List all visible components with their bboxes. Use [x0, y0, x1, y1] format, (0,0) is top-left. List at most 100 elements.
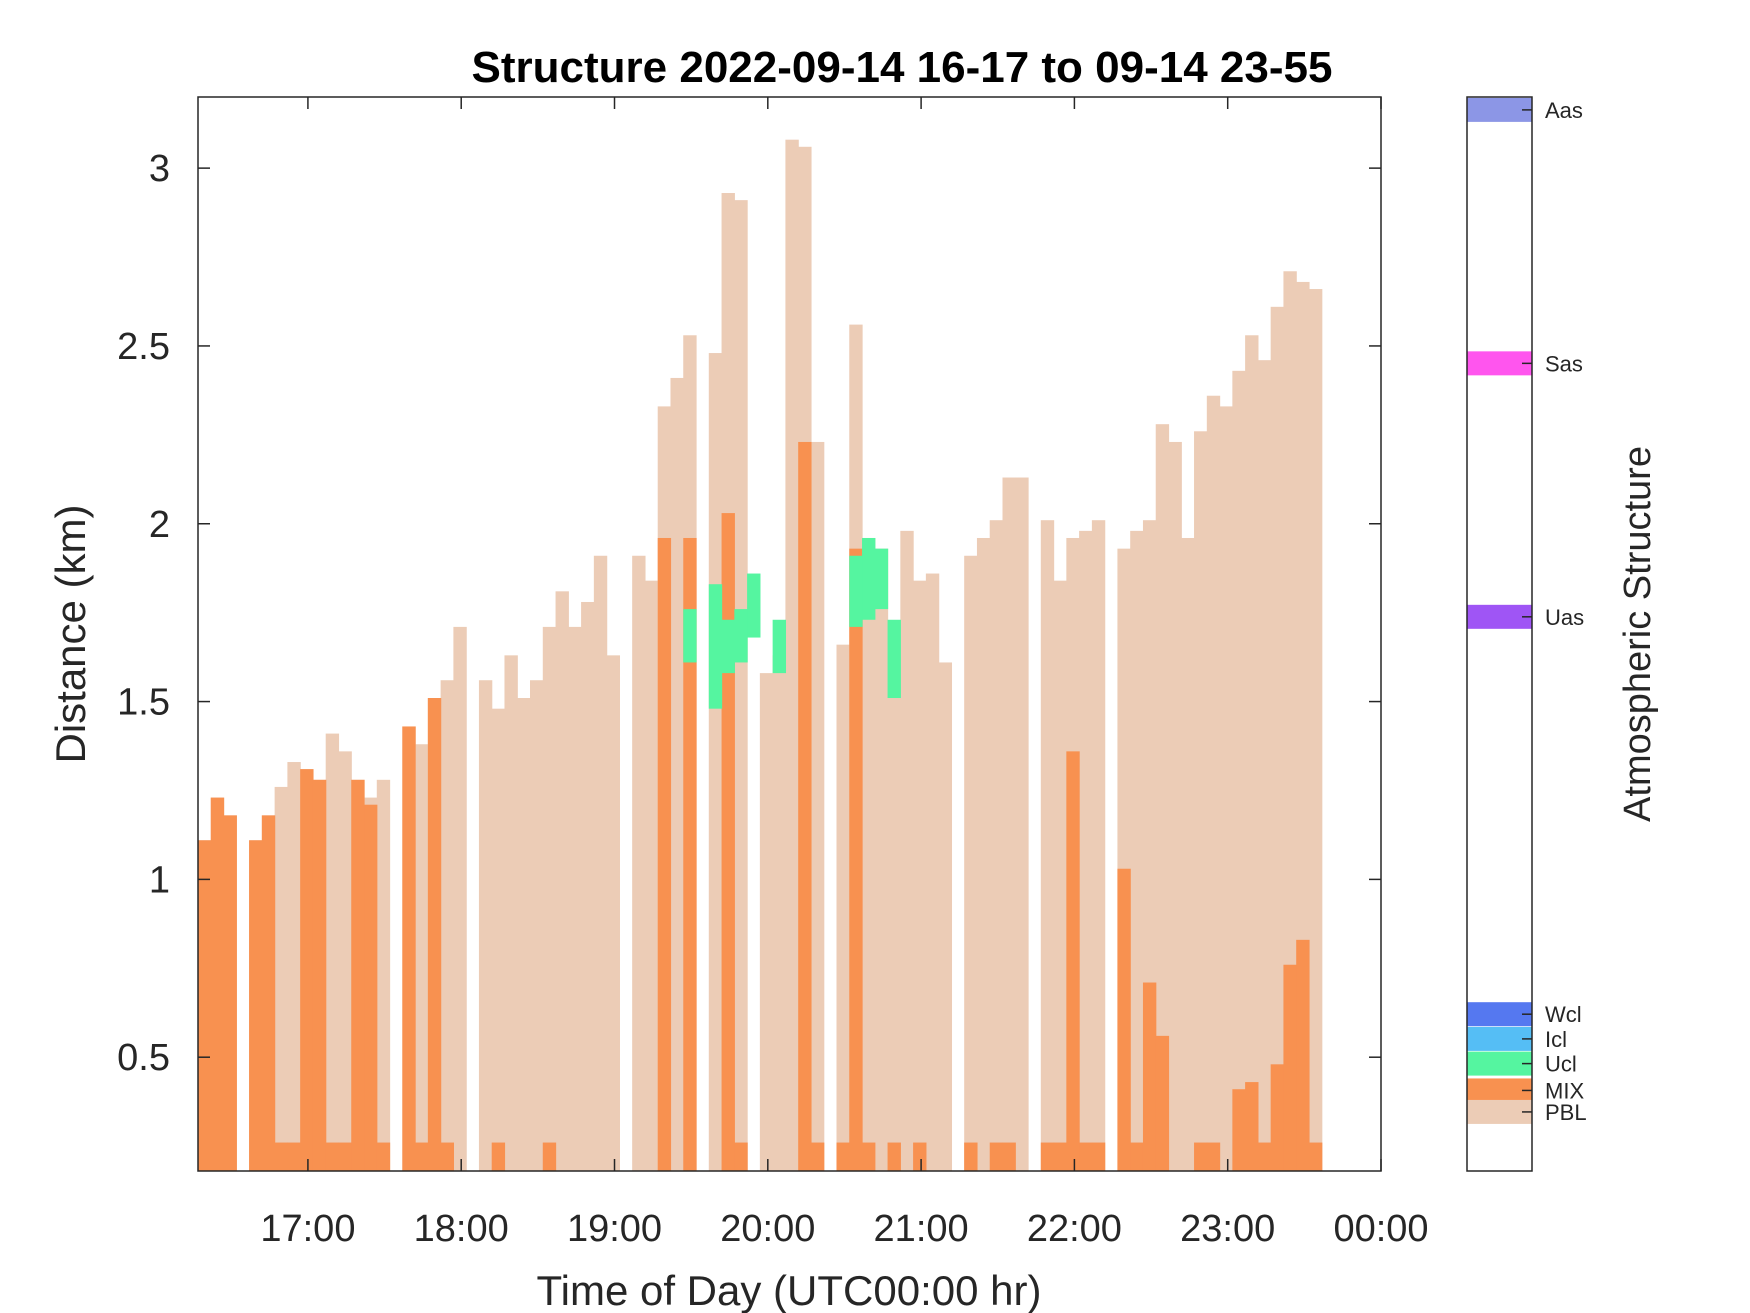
ucl-segment [772, 619, 787, 674]
y-tick-label: 2.5 [117, 326, 170, 368]
pbl-bar [593, 555, 608, 1171]
colorbar-band-aas [1467, 97, 1532, 122]
x-tick-label: 22:00 [1027, 1208, 1122, 1250]
mix-bar [1066, 751, 1080, 1171]
chart-title: Structure 2022-09-14 16-17 to 09-14 23-5… [472, 43, 1333, 92]
x-tick-label: 21:00 [874, 1208, 969, 1250]
colorbar-label-wcl: Wcl [1545, 1002, 1582, 1027]
pbl-bar [440, 680, 454, 1171]
mix-bar [721, 513, 735, 1171]
mix-bar [1232, 1089, 1246, 1171]
colorbar-band-ucl [1467, 1051, 1532, 1076]
pbl-bar [478, 680, 493, 1171]
mix-bar [325, 1142, 340, 1171]
pbl-bar [938, 662, 953, 1171]
pbl-bar [1155, 424, 1170, 1171]
pbl-bar [1130, 530, 1144, 1171]
mix-bar [964, 1142, 978, 1171]
pbl-bar [581, 601, 595, 1171]
pbl-bar [517, 698, 531, 1171]
pbl-bar [810, 441, 825, 1172]
colorbar-label-aas: Aas [1545, 98, 1583, 123]
mix-bar [1283, 964, 1297, 1171]
colorbar-label-ucl: Ucl [1545, 1052, 1577, 1077]
mix-bar [989, 1142, 1004, 1171]
mix-bar [836, 1142, 850, 1171]
pbl-bar [1245, 335, 1259, 1171]
mix-bar [542, 1142, 557, 1171]
mix-bar [376, 1142, 391, 1171]
colorbar-label-mix: MIX [1545, 1078, 1584, 1103]
pbl-bar [1219, 406, 1233, 1171]
pbl-bar [415, 744, 429, 1171]
mix-bar [849, 548, 863, 1171]
mix-bar [1142, 982, 1157, 1171]
pbl-bar [274, 786, 288, 1171]
colorbar-frame [1466, 96, 1533, 1172]
mix-bar [312, 779, 327, 1171]
x-axis-label: Time of Day (UTC00:00 hr) [537, 1267, 1042, 1313]
ticks-layer: 17:00 18:00 19:00 20:00 21:00 22:00 23:00 00:00… [117, 97, 1429, 1250]
pbl-bar [1308, 289, 1323, 1171]
x-tick-label: 18:00 [414, 1208, 509, 1250]
mix-bar [683, 537, 697, 1171]
pbl-bar [670, 377, 684, 1171]
ucl-segment [849, 555, 863, 627]
ucl-segment [887, 619, 901, 699]
x-tick-label: 17:00 [260, 1208, 355, 1250]
pbl-bar [1002, 477, 1016, 1171]
pbl-bar [925, 573, 940, 1171]
pbl-bar [555, 591, 569, 1171]
y-axis-label: Distance (km) [47, 504, 94, 763]
mix-bar [223, 815, 237, 1171]
mix-bar [1206, 1142, 1221, 1171]
pbl-bar [542, 626, 557, 1171]
mix-bar [1040, 1142, 1055, 1171]
mix-bar [887, 1142, 901, 1171]
ucl-segment [862, 537, 876, 620]
mix-bar [810, 1142, 825, 1171]
colorbar-band-sas [1467, 351, 1532, 376]
ucl-segment [747, 573, 761, 638]
pbl-bar [900, 530, 914, 1171]
pbl-bar [989, 520, 1004, 1171]
pbl-bar [1181, 537, 1195, 1171]
pbl-bar [1232, 370, 1246, 1172]
pbl-bar [734, 200, 748, 1171]
x-tick-label: 23:00 [1180, 1208, 1275, 1250]
pbl-bar [772, 655, 787, 1171]
ucl-segment [721, 619, 735, 674]
pbl-bar [376, 779, 391, 1171]
colorbar-label-sas: Sas [1545, 351, 1583, 376]
mix-bar [1296, 939, 1310, 1171]
y-tick-label: 1.5 [117, 682, 170, 724]
pbl-bar [491, 708, 506, 1171]
mix-bar [1155, 1035, 1170, 1171]
pbl-bar [887, 655, 901, 1171]
pbl-bar [1168, 441, 1182, 1172]
colorbar-label-pbl: PBL [1545, 1100, 1587, 1125]
pbl-bar [1270, 306, 1285, 1171]
colorbar-label-uas: Uas [1545, 605, 1584, 630]
pbl-bar [1283, 271, 1297, 1171]
pbl-bar [1206, 395, 1221, 1172]
mix-bar [261, 815, 276, 1171]
bars-layer [198, 139, 1323, 1172]
y-tick-label: 0.5 [117, 1037, 170, 1079]
mix-bar [300, 769, 314, 1171]
mix-bar [415, 1142, 429, 1171]
pbl-bar [964, 555, 978, 1171]
mix-bar [364, 804, 378, 1171]
mix-bar [862, 1142, 876, 1171]
mix-bar [1245, 1082, 1259, 1171]
x-tick-label: 19:00 [567, 1208, 662, 1250]
pbl-bar [708, 353, 723, 1171]
pbl-bar [453, 626, 467, 1171]
ucl-segment [708, 584, 723, 709]
mix-bar [198, 840, 212, 1171]
mix-bar [287, 1142, 301, 1171]
pbl-bar [568, 626, 582, 1171]
pbl-bar [1079, 530, 1093, 1171]
mix-bar [338, 1142, 352, 1171]
